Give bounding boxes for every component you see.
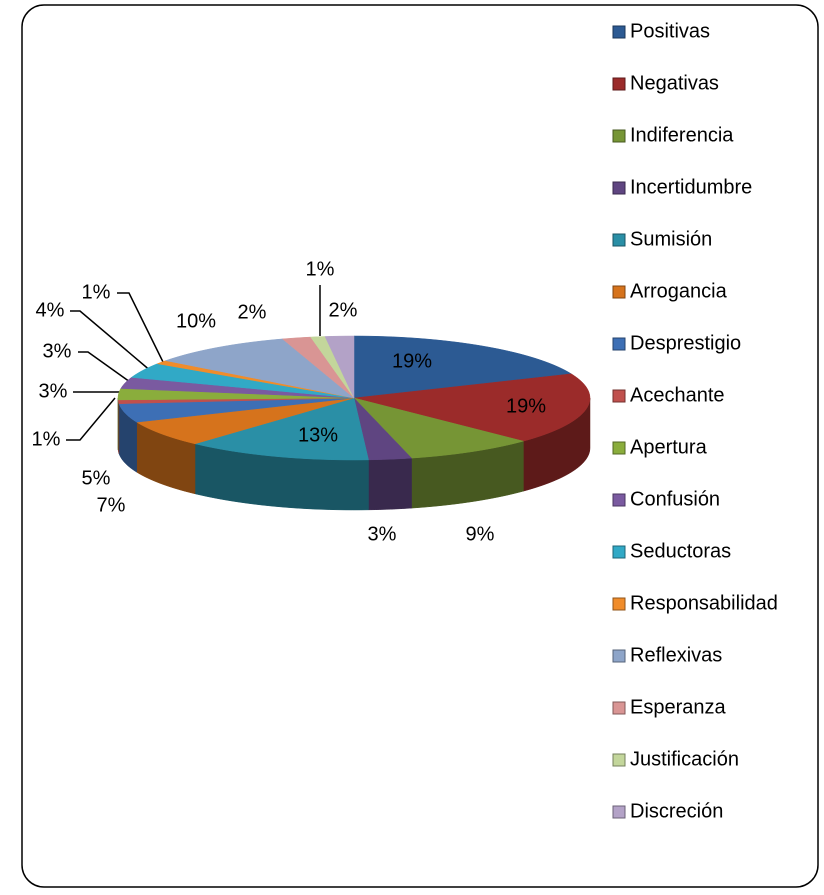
legend-swatch — [613, 286, 625, 298]
data-label: 3% — [43, 340, 72, 362]
legend-swatch — [613, 806, 625, 818]
legend-swatch — [613, 182, 625, 194]
data-label: 7% — [97, 494, 126, 516]
legend-swatch — [613, 598, 625, 610]
legend-label: Seductoras — [630, 540, 731, 562]
legend-swatch — [613, 26, 625, 38]
data-label: 9% — [466, 523, 495, 545]
legend-swatch — [613, 78, 625, 90]
legend-label: Justificación — [630, 748, 739, 770]
legend-swatch — [613, 702, 625, 714]
legend-swatch — [613, 650, 625, 662]
legend-label: Esperanza — [630, 696, 726, 718]
legend-swatch — [613, 130, 625, 142]
data-label: 19% — [392, 350, 432, 372]
pie — [118, 336, 590, 510]
legend-swatch — [613, 442, 625, 454]
data-label: 4% — [36, 299, 65, 321]
legend-label: Confusión — [630, 488, 720, 510]
legend-label: Discreción — [630, 800, 723, 822]
legend-label: Responsabilidad — [630, 592, 778, 614]
legend-label: Indiferencia — [630, 124, 734, 146]
legend-swatch — [613, 754, 625, 766]
legend-label: Sumisión — [630, 228, 712, 250]
data-label: 1% — [82, 281, 111, 303]
legend-label: Reflexivas — [630, 644, 722, 666]
legend-label: Negativas — [630, 72, 719, 94]
data-label: 3% — [39, 380, 68, 402]
legend-swatch — [613, 494, 625, 506]
data-label: 1% — [32, 428, 61, 450]
data-label: 13% — [298, 424, 338, 446]
legend-label: Desprestigio — [630, 332, 741, 354]
data-label: 3% — [368, 523, 397, 545]
data-label: 19% — [506, 395, 546, 417]
legend-swatch — [613, 390, 625, 402]
data-label: 5% — [82, 467, 111, 489]
data-label: 2% — [329, 299, 358, 321]
legend-swatch — [613, 234, 625, 246]
slice-side — [369, 458, 412, 510]
legend-label: Arrogancia — [630, 280, 728, 302]
legend-label: Incertidumbre — [630, 176, 752, 198]
data-label: 10% — [176, 310, 216, 332]
legend-swatch — [613, 546, 625, 558]
legend-label: Acechante — [630, 384, 725, 406]
legend-label: Apertura — [630, 436, 708, 458]
legend-swatch — [613, 338, 625, 350]
data-label: 2% — [238, 301, 267, 323]
legend-label: Positivas — [630, 20, 710, 42]
data-label: 1% — [306, 258, 335, 280]
